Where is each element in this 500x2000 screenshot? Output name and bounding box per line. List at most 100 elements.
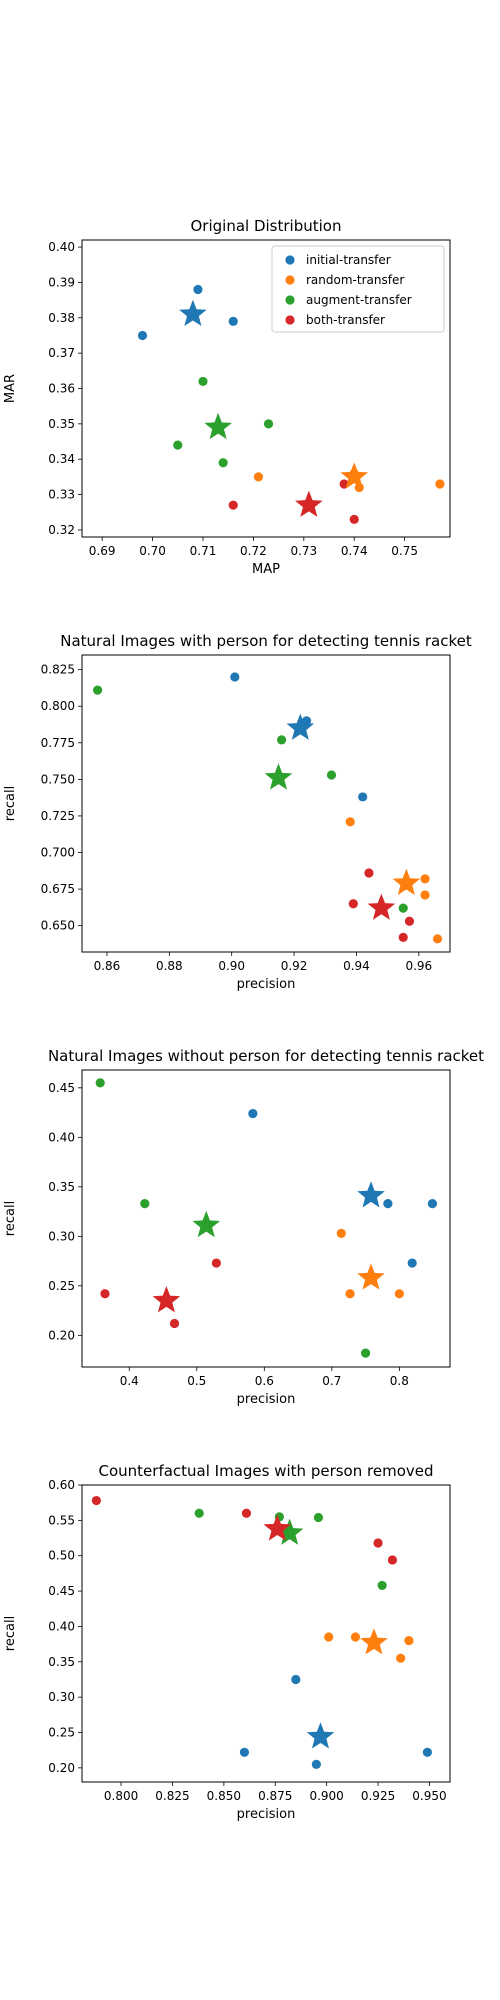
plot-frame [81, 1484, 451, 1783]
legend-label: both-transfer [306, 313, 385, 327]
series-initial-transfer [248, 1108, 438, 1268]
chart-title: Counterfactual Images with person remove… [99, 1462, 434, 1480]
plot-frame [81, 239, 451, 538]
x-tick-label: 0.5 [187, 1374, 206, 1388]
data-point [345, 817, 355, 827]
data-point [364, 868, 374, 878]
mean-star-marker [264, 763, 293, 790]
legend-label: initial-transfer [306, 253, 391, 267]
chart-svg: Original Distribution 0.69 0.70 0.71 0.72 0.7… [3, 217, 451, 577]
mean-star-marker [204, 412, 232, 440]
mean-star-marker [306, 1722, 335, 1749]
y-tick-label: 0.32 [48, 523, 75, 537]
chart-svg: Natural Images without person for detect… [3, 1047, 484, 1407]
y-tick-label: 0.700 [41, 846, 75, 860]
data-point [432, 934, 443, 944]
x-tick-label: 0.94 [343, 959, 370, 973]
mean-star-marker [340, 462, 369, 489]
mean-star-marker [192, 1210, 221, 1238]
data-point [420, 874, 430, 884]
data-point [228, 500, 238, 510]
legend-marker [285, 275, 295, 285]
legend-marker [285, 315, 295, 325]
series-random-transfer [324, 1632, 414, 1663]
mean-star-marker [357, 1181, 385, 1208]
y-tick-label: 0.40 [48, 1619, 75, 1633]
legend-label: augment-transfer [306, 293, 412, 307]
y-axis-label: recall [3, 786, 18, 821]
x-tick-label: 0.75 [391, 544, 418, 558]
data-point [407, 1258, 417, 1268]
series-augment-transfer [95, 1078, 371, 1358]
data-point [253, 472, 264, 482]
data-point [241, 1508, 252, 1518]
data-point [360, 1348, 371, 1358]
legend-marker [285, 295, 295, 305]
mean-star-marker [295, 490, 323, 517]
x-tick-label: 0.88 [156, 959, 183, 973]
data-point [348, 899, 358, 909]
y-tick-label: 0.825 [41, 663, 75, 677]
data-point [420, 890, 430, 900]
data-point [140, 1199, 150, 1209]
x-tick-label: 0.90 [218, 959, 245, 973]
y-tick-label: 0.35 [48, 1180, 75, 1194]
data-point [301, 716, 312, 726]
x-tick-label: 0.800 [104, 1789, 138, 1803]
y-tick-label: 0.30 [48, 1690, 75, 1704]
y-tick-label: 0.50 [48, 1549, 75, 1563]
x-tick-label: 0.900 [309, 1789, 343, 1803]
x-axis-label: precision [237, 977, 296, 992]
y-tick-label: 0.36 [48, 382, 75, 396]
x-tick-label: 0.4 [120, 1374, 139, 1388]
series-both-transfer [100, 1258, 221, 1329]
data-point [373, 1538, 383, 1548]
y-tick-label: 0.38 [48, 311, 75, 325]
data-point [276, 735, 287, 745]
y-tick-label: 0.775 [41, 736, 75, 750]
x-axis-label: MAP [252, 562, 280, 577]
chart-natural-without-person: Natural Images without person for detect… [0, 1030, 500, 1450]
data-point [345, 1289, 355, 1299]
series-random-transfer [336, 1228, 404, 1299]
legend-box [271, 245, 445, 333]
x-tick-label: 0.8 [390, 1374, 409, 1388]
data-point [193, 284, 203, 295]
data-point [326, 770, 337, 780]
x-tick-label: 0.69 [89, 544, 116, 558]
y-tick-label: 0.60 [48, 1478, 75, 1492]
y-tick-label: 0.25 [48, 1726, 75, 1740]
data-point [239, 1747, 250, 1757]
chart-natural-with-person: Natural Images with person for detecting… [0, 615, 500, 1035]
y-tick-label: 0.30 [48, 1229, 75, 1243]
series-both-transfer [348, 868, 415, 942]
y-tick-label: 0.40 [48, 240, 75, 254]
data-point [396, 1653, 406, 1663]
data-point [91, 1495, 101, 1506]
chart-title: Natural Images without person for detect… [48, 1047, 484, 1065]
y-tick-label: 0.40 [48, 1130, 75, 1144]
data-point [336, 1228, 346, 1238]
y-tick-label: 0.35 [48, 1655, 75, 1669]
series-random-transfer [345, 817, 443, 944]
mean-star-marker [367, 893, 396, 920]
x-tick-label: 0.96 [405, 959, 432, 973]
data-point [398, 932, 408, 942]
data-point [92, 685, 103, 695]
y-tick-label: 0.45 [48, 1584, 75, 1598]
y-tick-label: 0.34 [48, 452, 75, 466]
series-initial-transfer [137, 284, 238, 341]
y-tick-label: 0.20 [48, 1328, 75, 1342]
data-point [404, 916, 415, 926]
data-point [263, 419, 274, 429]
series-augment-transfer [194, 1508, 387, 1591]
y-tick-label: 0.800 [41, 699, 75, 713]
data-point [435, 479, 445, 489]
series-both-transfer [228, 479, 359, 524]
x-tick-label: 0.950 [412, 1789, 446, 1803]
chart-svg: Natural Images with person for detecting… [3, 632, 472, 992]
data-point [173, 440, 183, 450]
x-axis-label: precision [237, 1392, 296, 1407]
series-augment-transfer [92, 685, 408, 913]
